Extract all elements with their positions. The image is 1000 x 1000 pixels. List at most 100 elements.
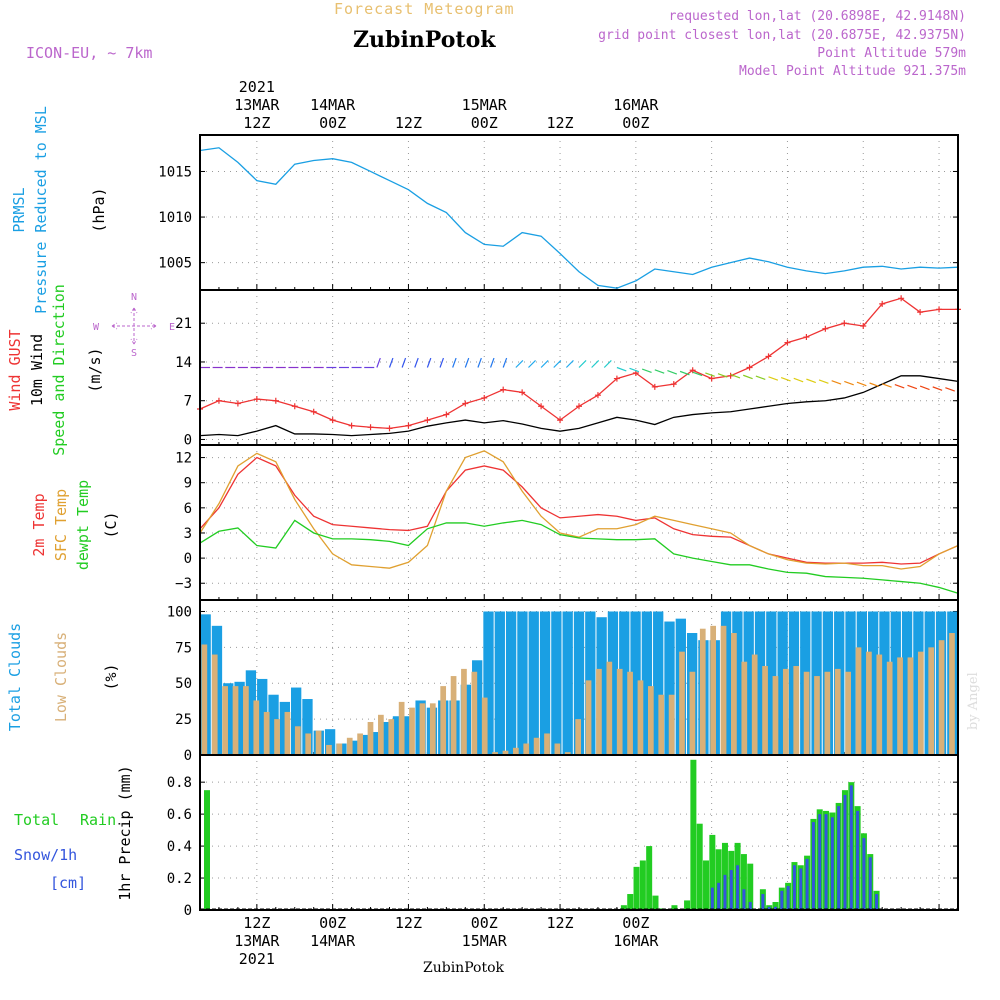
y-tick-label: 75	[175, 640, 192, 656]
gust-marker	[746, 364, 753, 371]
total-cloud-bar	[890, 611, 901, 755]
time-label-bottom: 00Z	[471, 914, 498, 932]
time-label-bottom: 00Z	[622, 914, 649, 932]
point-altitude: Point Altitude 579m	[817, 46, 966, 61]
low-cloud-bar	[346, 737, 353, 755]
closest-coords: grid point closest lon,lat (20.6875E, 42…	[598, 28, 966, 43]
y-tick-label: 0	[184, 551, 192, 567]
model-label: ICON-EU, ~ 7km	[26, 44, 153, 62]
total-cloud-bar	[528, 611, 539, 755]
gust-marker	[500, 386, 507, 393]
gust-marker	[386, 425, 393, 432]
total-cloud-bar	[370, 732, 381, 755]
y-tick-label: 0.2	[167, 871, 192, 887]
snow-bar	[786, 886, 790, 910]
total-cloud-bar	[754, 611, 766, 755]
low-cloud-bar	[554, 743, 561, 755]
total-cloud-bar	[867, 611, 879, 755]
cloud-low-label: Low Clouds	[52, 632, 70, 722]
gust-marker	[613, 375, 620, 382]
gust-marker	[367, 424, 374, 431]
low-cloud-bar	[211, 654, 218, 755]
y-tick-label: 0.4	[167, 839, 192, 855]
low-cloud-bar	[243, 686, 249, 755]
gust-marker	[348, 422, 355, 429]
compass-west: W	[93, 322, 100, 333]
wind-direction-arrow	[907, 384, 918, 390]
snow-bar	[849, 785, 853, 910]
legend-snow: Snow/1h	[14, 846, 77, 864]
gust-marker	[462, 400, 469, 407]
y-tick-label: 0.6	[167, 807, 192, 823]
total-cloud-bar	[505, 611, 517, 755]
total-cloud-bar	[901, 611, 913, 755]
gust-marker	[405, 422, 412, 429]
wind-direction-arrow	[705, 372, 715, 377]
low-cloud-bar	[357, 733, 363, 755]
snow-bar	[862, 838, 866, 910]
wind-direction-arrow	[490, 357, 495, 368]
low-cloud-bar	[284, 711, 291, 755]
pressure-label-prmsl: PRMSL	[10, 187, 28, 232]
low-cloud-bar	[606, 661, 613, 755]
wind-direction-arrow	[502, 357, 508, 368]
y-tick-label: 100	[167, 604, 192, 620]
y-tick-label: 0	[184, 748, 192, 764]
gust-marker	[860, 322, 867, 329]
low-cloud-bar	[699, 628, 706, 755]
rain-bar	[696, 823, 703, 910]
wind-direction-arrow	[730, 373, 741, 379]
snow-bar	[843, 794, 847, 910]
gust-marker	[253, 396, 260, 403]
gust-marker	[765, 353, 772, 360]
total-cloud-bar	[268, 694, 279, 755]
gust-marker	[519, 389, 526, 396]
wind-direction-arrow	[881, 383, 892, 388]
snow-bar	[742, 889, 746, 910]
series-line-temperature-0	[199, 456, 959, 565]
total-cloud-bar	[347, 740, 358, 755]
total-cloud-bar	[653, 611, 664, 755]
snow-bar	[868, 857, 872, 910]
y-tick-label: 9	[184, 476, 192, 492]
cloud-total-label: Total Clouds	[6, 623, 24, 731]
rain-bar	[652, 895, 659, 910]
snow-bar	[761, 894, 765, 910]
gust-marker	[576, 403, 582, 410]
low-cloud-bar	[294, 726, 301, 755]
wind-direction-arrow	[856, 381, 867, 387]
rain-bar	[709, 834, 716, 910]
wind-direction-arrow	[578, 360, 587, 368]
rain-bar	[703, 860, 710, 910]
y-tick-label: 21	[175, 316, 192, 332]
pressure-unit-label: (hPa)	[90, 187, 108, 232]
wind-direction-arrow	[806, 378, 817, 384]
time-label-top: 2021	[239, 78, 275, 96]
snow-bar	[875, 894, 879, 910]
low-cloud-bar	[388, 719, 395, 755]
rain-bar	[646, 846, 653, 910]
time-label-top: 16MAR	[613, 96, 659, 114]
gust-marker	[841, 320, 848, 327]
rain-bar	[627, 894, 634, 910]
wind-direction-arrow	[439, 357, 445, 368]
rain-bar	[684, 900, 691, 910]
wind-speed-dir-label: Speed and Direction	[50, 284, 68, 456]
low-cloud-bar	[502, 750, 509, 755]
time-label-top: 13MAR	[234, 96, 280, 114]
rain-bar	[620, 905, 627, 910]
snow-bar	[767, 906, 771, 910]
wind-direction-arrow	[603, 360, 612, 368]
y-tick-label: 7	[184, 394, 192, 410]
temp-dewpt-label: dewpt Temp	[74, 480, 92, 570]
wind-unit-label: (m/s)	[86, 347, 104, 392]
wind-direction-arrow	[553, 360, 562, 368]
temp-2m-label: 2m Temp	[30, 493, 48, 556]
wind-gust-label: Wind GUST	[6, 329, 24, 410]
low-cloud-bar	[450, 676, 457, 755]
low-cloud-bar	[679, 651, 685, 755]
gust-marker	[594, 392, 601, 399]
low-cloud-bar	[596, 668, 602, 755]
low-cloud-bar	[845, 671, 851, 755]
compass-east: E	[169, 322, 175, 333]
